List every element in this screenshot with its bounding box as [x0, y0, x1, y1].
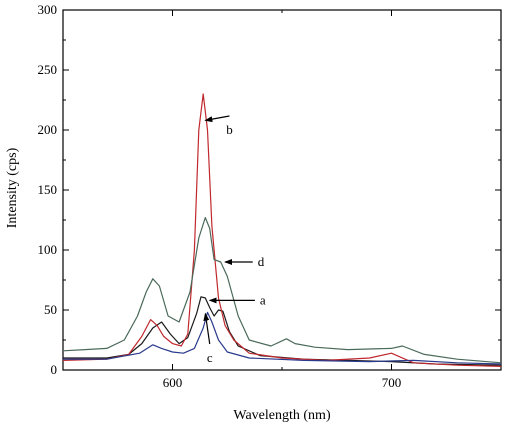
x-tick-label: 700 — [382, 375, 402, 390]
y-tick-label: 200 — [38, 122, 58, 137]
annotation-arrow-b — [204, 115, 230, 123]
y-tick-label: 150 — [38, 182, 58, 197]
series-line-b — [62, 93, 502, 367]
annotation-label-b: b — [226, 122, 233, 137]
y-axis-label: Intensity (cps) — [5, 147, 20, 228]
y-tick-label: 50 — [44, 302, 57, 317]
y-tick-label: 0 — [51, 362, 58, 377]
series-line-c — [63, 311, 502, 365]
annotation-label-a: a — [260, 292, 266, 307]
x-tick-label: 600 — [163, 375, 183, 390]
y-tick-label: 100 — [38, 242, 58, 257]
y-tick-label: 250 — [38, 62, 58, 77]
y-tick-label: 300 — [38, 2, 58, 17]
annotation-arrow-c — [203, 312, 211, 345]
series-line-d — [62, 217, 502, 364]
annotation-label-d: d — [258, 254, 265, 269]
annotation-label-c: c — [207, 350, 213, 365]
plot-frame — [62, 9, 502, 371]
x-axis-label: Wavelength (nm) — [233, 408, 331, 423]
